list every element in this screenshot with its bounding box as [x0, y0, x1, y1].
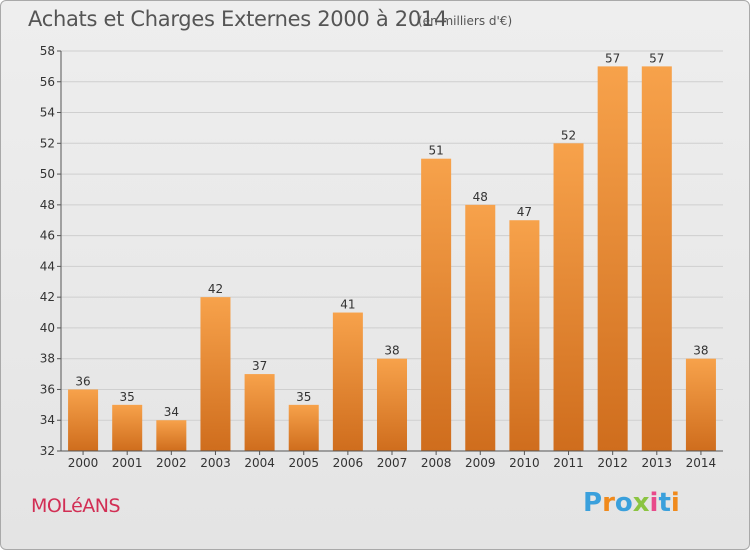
- logo-letter: t: [658, 488, 670, 518]
- logo-letter: i: [671, 488, 680, 518]
- logo-letter: r: [602, 488, 615, 518]
- bar-chart: 36 35 34 42 37 35 41 38 51 48 47 52 57 57 38 32 34 36 38 4…: [1, 1, 750, 550]
- y-tick-label: 54: [40, 106, 55, 120]
- bar-2000: [68, 389, 98, 451]
- x-tick-label: 2008: [421, 456, 452, 470]
- x-tick-label: 2003: [200, 456, 231, 470]
- bar-2012: [598, 66, 628, 451]
- x-tick-label: 2012: [597, 456, 628, 470]
- bar-value-label: 37: [252, 359, 267, 373]
- logo-letter: i: [650, 488, 659, 518]
- bar-value-label: 42: [208, 282, 223, 296]
- y-tick-label: 48: [40, 198, 55, 212]
- y-tick-label: 56: [40, 75, 55, 89]
- x-tick-label: 2013: [642, 456, 673, 470]
- bar-value-label: 47: [517, 205, 532, 219]
- bar-value-label: 57: [605, 51, 620, 65]
- y-tick-label: 32: [40, 444, 55, 458]
- x-tick-label: 2001: [112, 456, 143, 470]
- y-tick-label: 38: [40, 352, 55, 366]
- x-tick-label: 2009: [465, 456, 496, 470]
- bar-2008: [421, 159, 451, 451]
- bar-2003: [200, 297, 230, 451]
- chart-frame: Achats et Charges Externes 2000 à 2014 (…: [0, 0, 750, 550]
- y-tick-label: 44: [40, 259, 55, 273]
- bar-2006: [333, 313, 363, 451]
- bar-2004: [245, 374, 275, 451]
- y-tick-label: 58: [40, 44, 55, 58]
- y-tick-label: 36: [40, 382, 55, 396]
- y-tick-label: 46: [40, 229, 55, 243]
- bar-2011: [554, 143, 584, 451]
- bar-2002: [156, 420, 186, 451]
- x-tick-label: 2014: [686, 456, 717, 470]
- x-tick-label: 2007: [377, 456, 408, 470]
- logo-letter: P: [583, 488, 602, 518]
- bar-value-label: 38: [693, 344, 708, 358]
- x-tick-label: 2006: [333, 456, 364, 470]
- bar-value-label: 48: [473, 190, 488, 204]
- bar-2013: [642, 66, 672, 451]
- bar-value-label: 38: [384, 344, 399, 358]
- x-tick-label: 2005: [288, 456, 319, 470]
- x-tick-label: 2004: [244, 456, 275, 470]
- bar-value-label: 35: [120, 390, 135, 404]
- bar-2010: [509, 220, 539, 451]
- y-tick-label: 34: [40, 413, 55, 427]
- bar-value-label: 35: [296, 390, 311, 404]
- bar-value-label: 36: [75, 374, 90, 388]
- logo-letter: o: [615, 488, 633, 518]
- bar-2005: [289, 405, 319, 451]
- y-tick-label: 42: [40, 290, 55, 304]
- y-tick-label: 52: [40, 136, 55, 150]
- x-tick-label: 2002: [156, 456, 187, 470]
- proxiti-logo: Proxiti: [583, 488, 680, 518]
- x-tick-label: 2010: [509, 456, 540, 470]
- bar-2007: [377, 359, 407, 451]
- bar-value-label: 57: [649, 51, 664, 65]
- y-tick-label: 50: [40, 167, 55, 181]
- bar-value-label: 52: [561, 128, 576, 142]
- x-tick-label: 2011: [553, 456, 584, 470]
- x-tick-label: 2000: [68, 456, 99, 470]
- bar-2014: [686, 359, 716, 451]
- bar-2009: [465, 205, 495, 451]
- bar-value-label: 51: [428, 144, 443, 158]
- bar-value-label: 41: [340, 298, 355, 312]
- logo-letter: x: [633, 488, 650, 518]
- bar-value-label: 34: [164, 405, 179, 419]
- town-name: MOLéANS: [31, 495, 120, 517]
- y-tick-label: 40: [40, 321, 55, 335]
- bar-2001: [112, 405, 142, 451]
